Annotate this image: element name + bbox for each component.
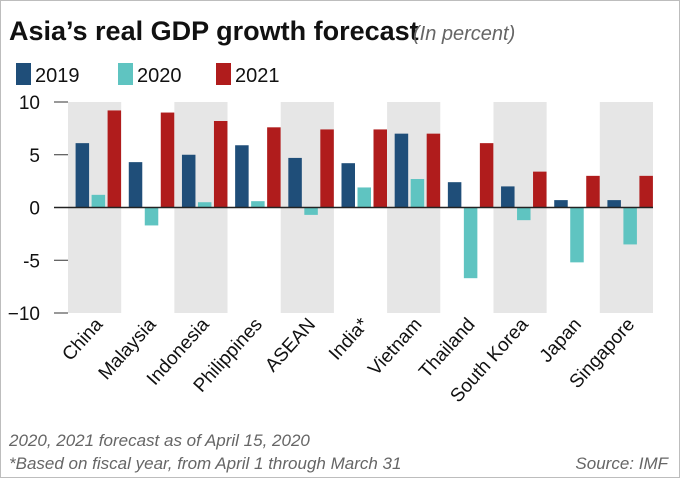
bar-malaysia-2020 — [144, 207, 159, 226]
bar-singapore-2021 — [639, 175, 653, 208]
bar-philippines-2020 — [251, 201, 265, 208]
chart-title: Asia’s real GDP growth forecast — [9, 16, 419, 46]
legend-swatch-2021 — [216, 63, 231, 85]
bar-malaysia-2019 — [128, 162, 143, 208]
bar-india-2021 — [373, 129, 387, 208]
bar-singapore-2019 — [607, 200, 621, 208]
source-note: Source: IMF — [575, 454, 669, 473]
bar-vietnam-2019 — [394, 133, 409, 208]
bar-philippines-2019 — [235, 145, 249, 208]
bar-malaysia-2021 — [160, 112, 175, 208]
bar-south-korea-2020 — [517, 207, 531, 221]
category-label-japan: Japan — [536, 314, 586, 367]
category-label-china: China — [58, 314, 107, 365]
y-tick-label: 0 — [29, 199, 40, 220]
category-label-asean: ASEAN — [261, 314, 320, 376]
bar-china-2020 — [91, 194, 106, 208]
forecast-note: 2020, 2021 forecast as of April 15, 2020 — [8, 431, 310, 450]
bar-south-korea-2021 — [533, 171, 547, 208]
chart-subtitle: (In percent) — [413, 23, 515, 45]
bar-indonesia-2020 — [197, 202, 212, 208]
legend-label-2020: 2020 — [137, 65, 182, 87]
bar-india-2019 — [341, 163, 355, 208]
bar-india-2020 — [357, 187, 371, 208]
y-tick-label: -5 — [23, 251, 40, 272]
fiscal-year-note: *Based on fiscal year, from April 1 thro… — [9, 454, 401, 473]
legend-swatch-2019 — [16, 63, 31, 85]
bar-singapore-2020 — [623, 207, 637, 245]
bar-thailand-2021 — [479, 143, 494, 208]
legend: 2019 2020 2021 — [16, 63, 280, 87]
bar-asean-2020 — [304, 207, 318, 215]
bar-indonesia-2021 — [213, 120, 228, 208]
bar-china-2021 — [107, 110, 122, 208]
y-tick-label: 5 — [29, 146, 40, 167]
legend-label-2021: 2021 — [235, 65, 280, 87]
y-axis: 10 5 0 -5 −10 — [8, 93, 68, 325]
bar-indonesia-2019 — [181, 154, 196, 208]
bar-japan-2021 — [586, 175, 600, 208]
legend-swatch-2020 — [118, 63, 133, 85]
category-label-india: India* — [325, 314, 374, 365]
bar-south-korea-2019 — [501, 186, 515, 208]
y-tick-label: −10 — [8, 304, 40, 325]
bar-japan-2019 — [554, 200, 568, 208]
bars — [75, 110, 653, 279]
bar-thailand-2020 — [463, 207, 478, 279]
legend-label-2019: 2019 — [35, 65, 80, 87]
bar-philippines-2021 — [267, 127, 281, 208]
bar-vietnam-2021 — [426, 133, 441, 208]
bar-asean-2019 — [288, 157, 302, 208]
bar-china-2019 — [75, 143, 90, 208]
y-tick-label: 10 — [19, 93, 40, 114]
bar-thailand-2019 — [447, 182, 462, 208]
bar-asean-2021 — [320, 129, 334, 208]
bar-japan-2020 — [570, 207, 584, 263]
bar-vietnam-2020 — [410, 179, 425, 208]
